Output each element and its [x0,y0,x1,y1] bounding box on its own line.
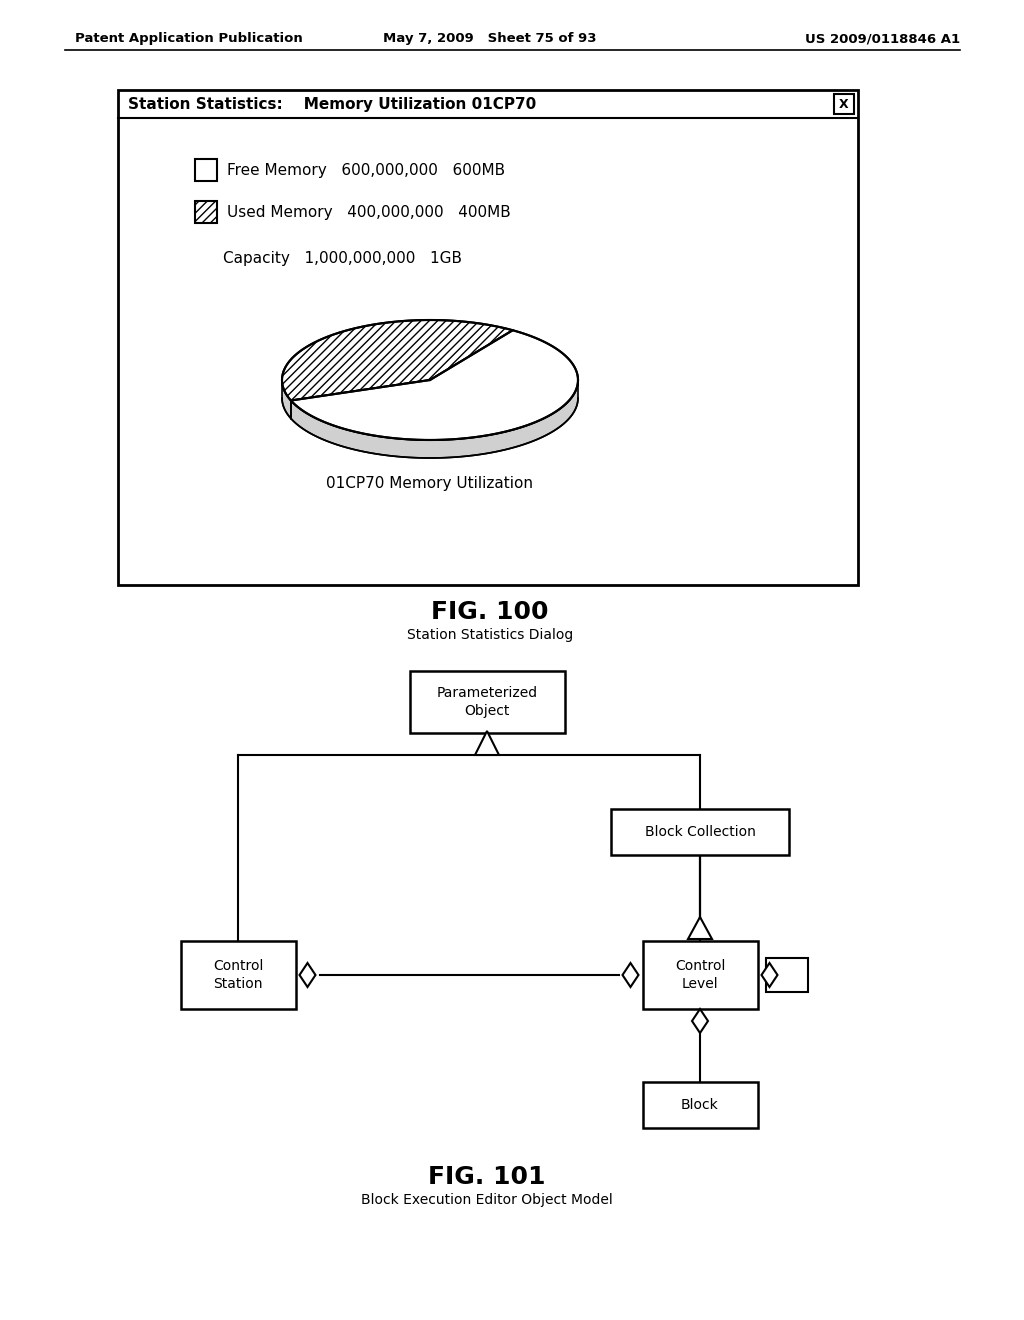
Bar [118,90,858,585]
Text: Patent Application Publication: Patent Application Publication [75,32,303,45]
Text: May 7, 2009   Sheet 75 of 93: May 7, 2009 Sheet 75 of 93 [383,32,597,45]
Polygon shape [623,964,639,987]
Text: US 2009/0118846 A1: US 2009/0118846 A1 [805,32,961,45]
Text: Block Collection: Block Collection [644,825,756,840]
Text: FIG. 100: FIG. 100 [431,601,549,624]
Bar [834,94,854,114]
Polygon shape [282,380,291,418]
Bar [195,201,217,223]
Text: Station Statistics Dialog: Station Statistics Dialog [407,628,573,642]
Bar [410,671,564,733]
Text: Block: Block [681,1098,719,1111]
Text: Block Execution Editor Object Model: Block Execution Editor Object Model [361,1193,613,1206]
Polygon shape [291,330,578,440]
Polygon shape [299,964,315,987]
Bar [180,941,296,1008]
Text: Used Memory   400,000,000   400MB: Used Memory 400,000,000 400MB [227,205,511,219]
Bar [642,1082,758,1129]
Polygon shape [692,1008,708,1034]
Bar [642,941,758,1008]
Bar [611,809,790,855]
Bar [195,158,217,181]
Text: Control
Station: Control Station [213,958,263,991]
Text: Station Statistics:    Memory Utilization 01CP70: Station Statistics: Memory Utilization 0… [128,96,537,111]
Polygon shape [475,731,499,755]
Text: FIG. 101: FIG. 101 [428,1166,546,1189]
Text: Free Memory   600,000,000   600MB: Free Memory 600,000,000 600MB [227,162,505,177]
Polygon shape [688,917,712,939]
Text: 01CP70 Memory Utilization: 01CP70 Memory Utilization [327,477,534,491]
Text: Capacity   1,000,000,000   1GB: Capacity 1,000,000,000 1GB [223,251,462,265]
Bar [766,958,808,993]
Polygon shape [291,380,578,458]
Polygon shape [762,964,777,987]
Text: X: X [840,98,849,111]
Text: Parameterized
Object: Parameterized Object [436,686,538,718]
Text: Control
Level: Control Level [675,958,725,991]
Polygon shape [282,319,513,400]
